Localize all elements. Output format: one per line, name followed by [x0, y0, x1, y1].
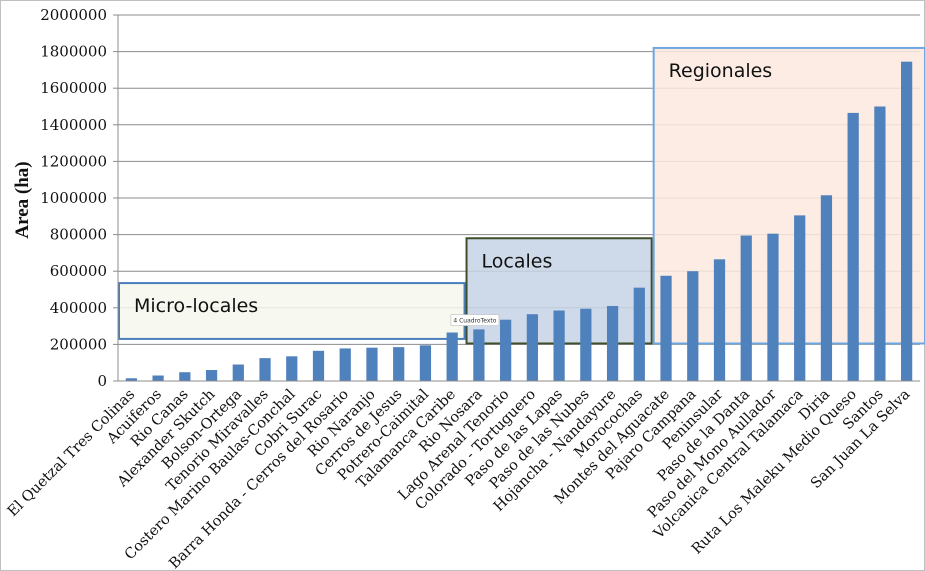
annotations: 4 CuadroTexto [450, 314, 500, 326]
y-tick-labels: 0 200000 400000 600000 800000 1000000 1200000 1… [40, 6, 107, 390]
bar [606, 305, 619, 381]
y-tick-label: 1800000 [40, 43, 107, 61]
bar [713, 259, 726, 381]
y-tick-label: 1600000 [40, 79, 107, 97]
bar [767, 233, 779, 381]
y-axis-label: Area (ha) [12, 161, 33, 238]
bar [874, 106, 886, 381]
group-label: Regionales [669, 60, 773, 82]
bar [820, 195, 833, 381]
y-tick-label: 2000000 [40, 6, 107, 24]
bar [419, 345, 432, 381]
bar [901, 61, 913, 381]
bar [526, 314, 538, 381]
bar [393, 347, 405, 381]
bar [232, 364, 244, 381]
bar [500, 319, 512, 381]
bar [179, 372, 191, 381]
bar [633, 287, 645, 381]
bars [125, 61, 913, 381]
bar [847, 112, 859, 381]
y-tick-label: 1000000 [40, 189, 107, 207]
group-label: Locales [482, 250, 553, 272]
bar [687, 271, 699, 381]
bar [794, 215, 806, 381]
y-tick-label: 1200000 [40, 152, 107, 170]
bar [259, 358, 271, 381]
axes [117, 15, 920, 382]
bar [205, 370, 218, 381]
y-tick-label: 0 [97, 372, 107, 390]
textbox-badge-label: 4 CuadroTexto [453, 318, 496, 325]
y-tick-label: 800000 [50, 226, 107, 244]
group-label: Micro-locales [134, 295, 258, 317]
bar [660, 275, 672, 381]
group-box-micro-locales [118, 282, 466, 340]
bar [152, 375, 164, 381]
bar [339, 348, 351, 381]
x-tick-label: El Quetzal Tres Colinas [5, 387, 138, 520]
bar [125, 378, 137, 381]
bar [446, 332, 458, 381]
y-tick-label: 200000 [50, 335, 107, 353]
y-tick-label: 600000 [50, 262, 107, 280]
y-tick-label: 1400000 [40, 116, 107, 134]
bar [286, 356, 298, 381]
y-tick-label: 400000 [50, 299, 107, 317]
bar [366, 347, 378, 381]
textbox-badge [450, 314, 500, 326]
bar [553, 310, 565, 381]
bar [580, 308, 592, 381]
bar [312, 350, 325, 381]
bar [473, 329, 485, 381]
bar [740, 235, 752, 381]
